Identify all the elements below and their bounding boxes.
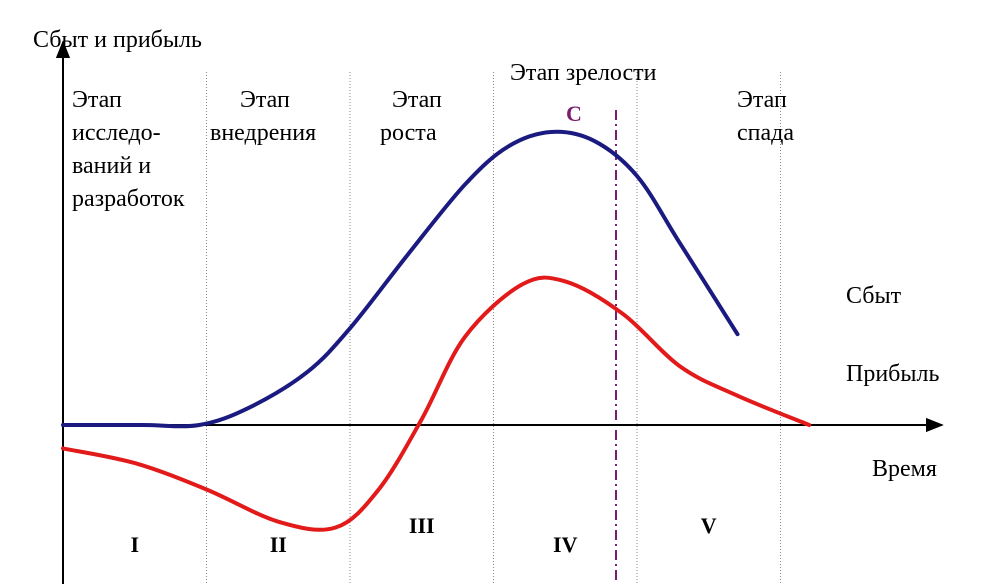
stage-label: Этап исследо-ваний и разработок xyxy=(72,87,185,212)
profit-curve xyxy=(61,275,812,532)
curves xyxy=(61,129,812,532)
sales-curve xyxy=(61,129,740,429)
stage-numeral: V xyxy=(701,513,717,538)
stage-numeral: III xyxy=(409,513,435,538)
profit-label: Прибыль xyxy=(846,361,939,387)
stage-numeral: I xyxy=(130,532,139,557)
stage-label-line: внедрения xyxy=(210,120,316,146)
stage-label-line: роста xyxy=(380,120,437,146)
stage-dividers xyxy=(206,72,781,584)
stage-numeral: II xyxy=(270,532,287,557)
stage-label: Этап зрелости xyxy=(510,60,657,86)
stage-label-line: Этап xyxy=(240,87,290,113)
stage-label-line: Этап xyxy=(392,87,442,113)
stage-label: Этап внедрения xyxy=(210,87,316,146)
sales-label: Сбыт xyxy=(846,283,902,309)
stage-label-line: Этап xyxy=(72,87,122,113)
stage-labels: Этап исследо-ваний и разработок Этап внедрен… xyxy=(72,60,794,212)
stage-label-line: спада xyxy=(737,120,794,146)
y-axis-label: Сбыт и прибыль xyxy=(33,27,202,53)
stage-label-line: разработок xyxy=(72,186,185,212)
stage-label-line: ваний и xyxy=(72,153,151,179)
x-axis-label: Время xyxy=(872,456,937,482)
stage-label-line: исследо- xyxy=(72,120,161,146)
stage-label-line: Этап зрелости xyxy=(510,60,657,86)
series-labels: Сбыт Прибыль xyxy=(846,283,939,387)
peak-label: C xyxy=(566,101,582,126)
stage-label: Этап роста xyxy=(380,87,442,146)
stage-label-line: Этап xyxy=(737,87,787,113)
stage-label: Этап спада xyxy=(737,87,794,146)
stage-numeral: IV xyxy=(553,532,578,557)
